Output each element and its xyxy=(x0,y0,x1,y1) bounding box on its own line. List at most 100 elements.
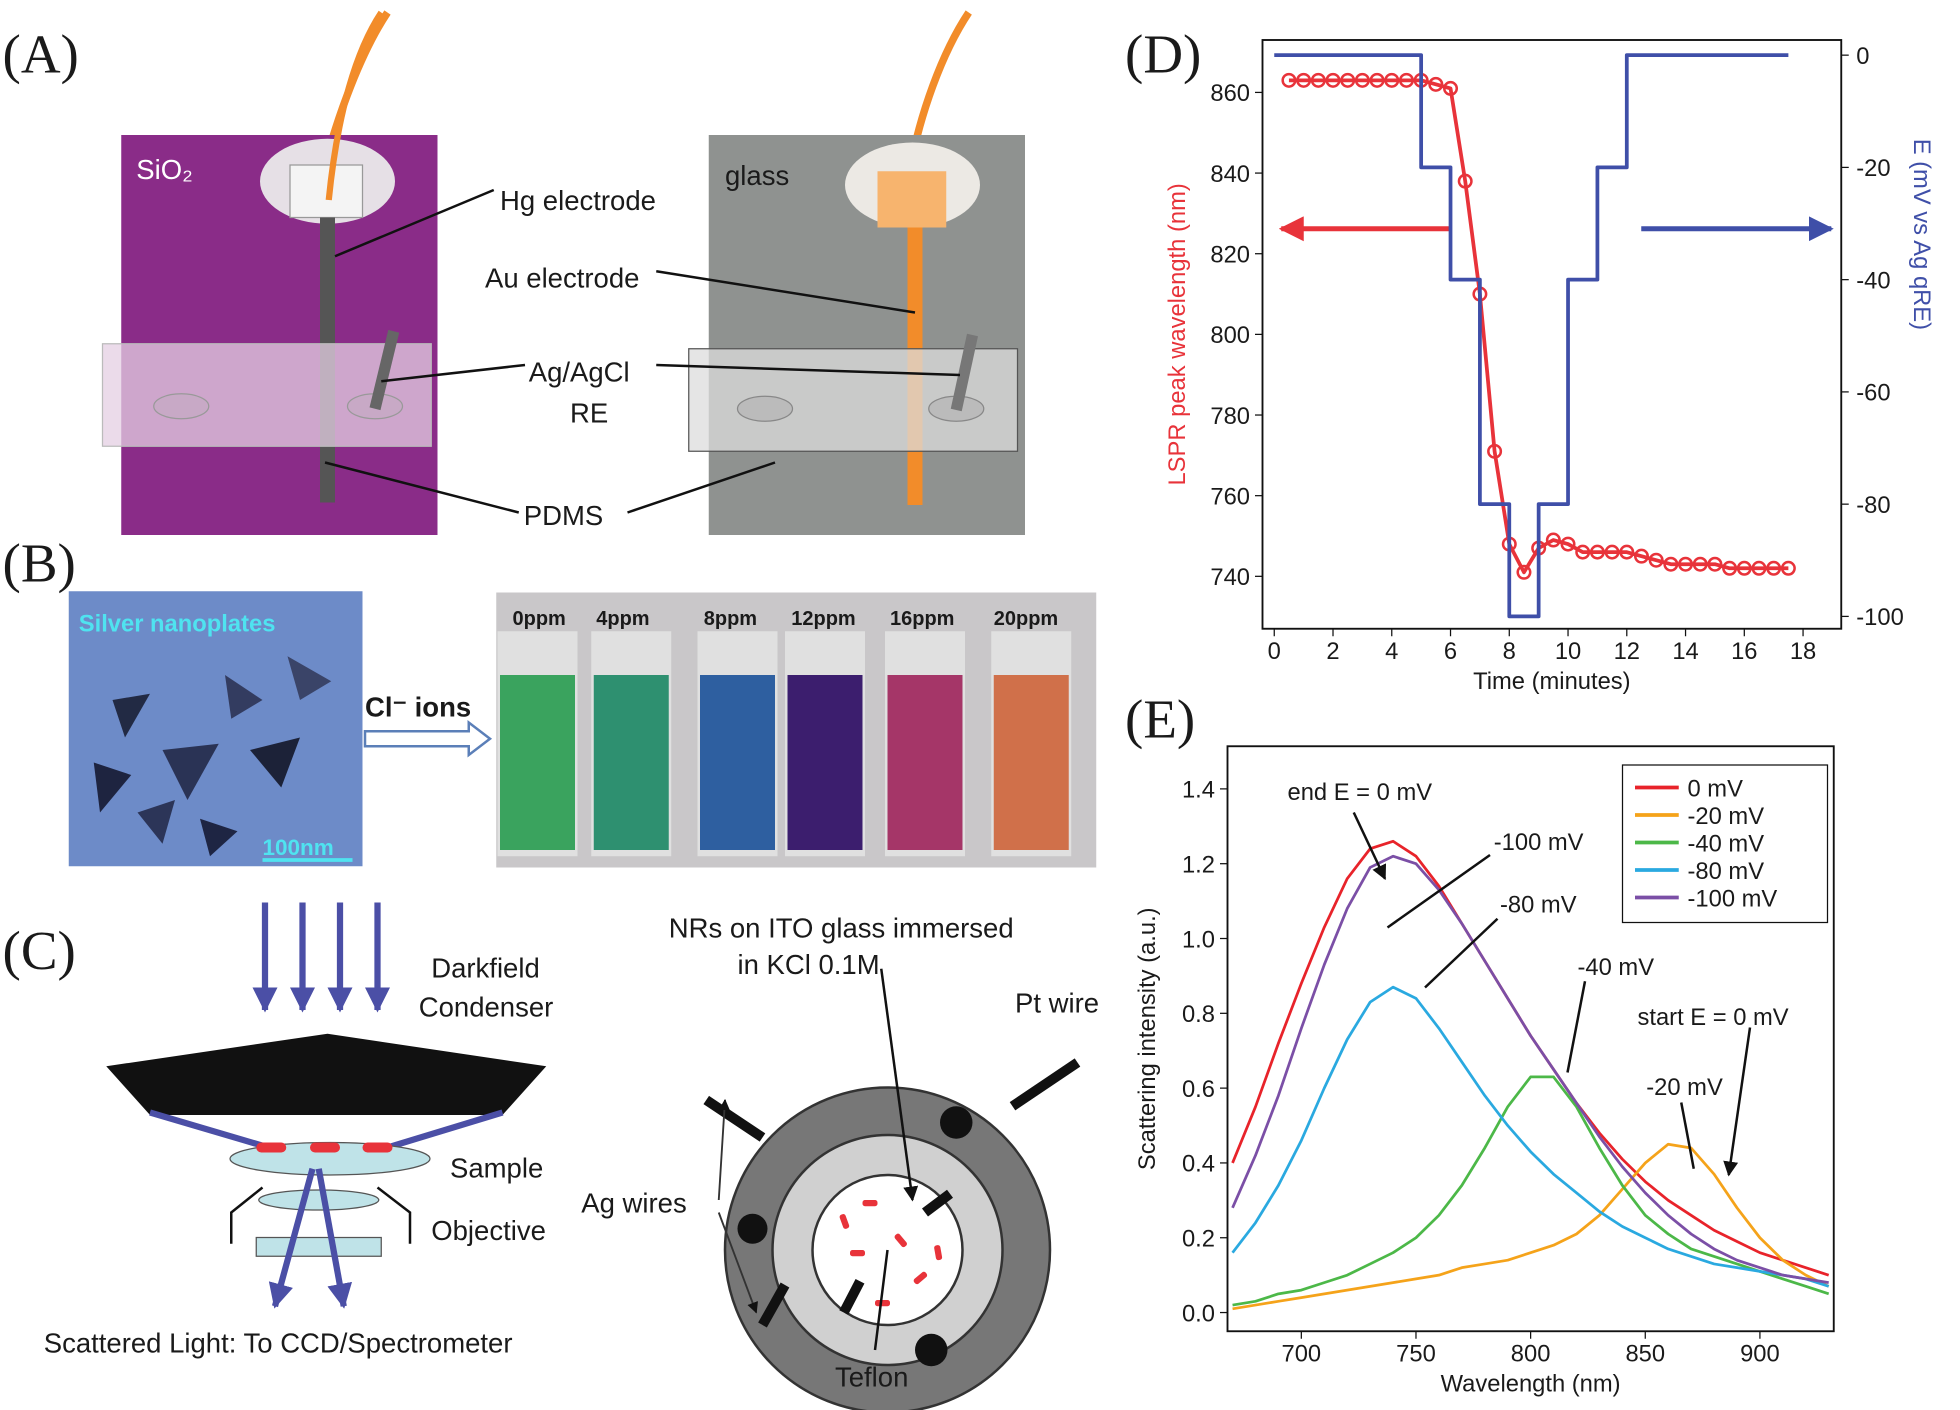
x-tick-label: 16 xyxy=(1731,638,1757,665)
data-point xyxy=(1619,544,1635,560)
data-point xyxy=(1428,76,1444,92)
vial-label: 20ppm xyxy=(994,608,1058,630)
panel-label: (D) xyxy=(1125,24,1201,85)
y-tick-label: 840 xyxy=(1210,161,1250,188)
panel-b: Silver nanoplates 100nm Cl⁻ ions 0ppm 4p… xyxy=(68,591,1097,868)
annotation: RE xyxy=(570,398,608,429)
data-point xyxy=(1707,556,1723,572)
vial-liquid xyxy=(787,675,863,850)
x-tick-label: 8 xyxy=(1503,638,1516,665)
data-point xyxy=(1545,532,1561,548)
data-point xyxy=(1457,173,1473,189)
y2-tick-label: -60 xyxy=(1856,380,1890,407)
vial-liquid xyxy=(993,675,1069,850)
series-line xyxy=(1231,854,1829,1284)
vial-liquid xyxy=(593,675,669,850)
data-point xyxy=(1736,560,1752,576)
series-line xyxy=(1232,1075,1830,1307)
legend-label: -80 mV xyxy=(1688,858,1765,885)
data-point xyxy=(1487,443,1503,459)
y-tick-label: 0.6 xyxy=(1182,1076,1215,1103)
annotation: Condenser xyxy=(419,991,554,1022)
data-point xyxy=(1780,560,1796,576)
panel-a: SiO₂ glass Hg electrode Au electrode Ag/… xyxy=(101,10,1025,535)
annotation: Sample xyxy=(450,1153,543,1184)
data-point xyxy=(1340,72,1356,88)
x-tick-label: 6 xyxy=(1444,638,1457,665)
series-line xyxy=(1231,985,1830,1288)
annotation: -20 mV xyxy=(1646,1074,1723,1101)
annotation: -100 mV xyxy=(1494,829,1584,856)
x-tick-label: 900 xyxy=(1740,1340,1780,1367)
annotation: Darkfield xyxy=(431,953,540,984)
y-tick-label: 0.8 xyxy=(1182,1001,1215,1028)
panel-c: Darkfield Condenser Sample Objective Sca… xyxy=(44,902,1099,1410)
y-tick-label: 0.2 xyxy=(1182,1225,1215,1252)
data-point xyxy=(1398,72,1414,88)
y-tick-label: 760 xyxy=(1210,483,1250,510)
annotations: end E = 0 mV -100 mV -80 mV -40 mV start… xyxy=(1288,779,1789,1177)
substrate-label: SiO₂ xyxy=(136,154,193,185)
data-point xyxy=(1310,72,1326,88)
data-point xyxy=(1443,80,1459,96)
annotation: Objective xyxy=(431,1215,546,1246)
legend-label: -20 mV xyxy=(1688,803,1765,830)
data-point xyxy=(1325,72,1341,88)
vial-label: 0ppm xyxy=(513,608,566,630)
image-label: Silver nanoplates xyxy=(79,610,276,637)
y2-tick-label: -80 xyxy=(1856,492,1890,519)
x-tick-label: 12 xyxy=(1614,638,1640,665)
annotation: Pt wire xyxy=(1015,988,1099,1019)
annotation: -40 mV xyxy=(1578,954,1655,981)
y-tick-label: 1.2 xyxy=(1182,851,1215,878)
annotation: NRs on ITO glass immersed xyxy=(669,913,1014,944)
data-point xyxy=(1722,560,1738,576)
panel-label: (E) xyxy=(1125,689,1195,750)
annotation: Teflon xyxy=(835,1361,908,1392)
data-point xyxy=(1663,556,1679,572)
substrate-label: glass xyxy=(725,160,789,191)
data-point xyxy=(1604,544,1620,560)
annotation: Ag/AgCl xyxy=(529,356,630,387)
legend-label: -40 mV xyxy=(1688,830,1765,857)
y-tick-label: 740 xyxy=(1210,564,1250,591)
y-axis-label: LSPR peak wavelength (nm) xyxy=(1164,183,1191,485)
series-line xyxy=(1288,78,1789,575)
annotation: in KCl 0.1M xyxy=(738,949,880,980)
y2-tick-label: -40 xyxy=(1856,267,1890,294)
x-axis-label: Time (minutes) xyxy=(1473,668,1630,695)
y-tick-label: 860 xyxy=(1210,80,1250,107)
x-tick-label: 18 xyxy=(1790,638,1816,665)
panel-label: (A) xyxy=(3,24,79,85)
series-line xyxy=(1274,53,1789,619)
data-point xyxy=(1281,72,1297,88)
annotation: Au electrode xyxy=(485,263,639,294)
y-tick-label: 820 xyxy=(1210,241,1250,268)
data-point xyxy=(1354,72,1370,88)
data-point xyxy=(1633,548,1649,564)
y-tick-label: 800 xyxy=(1210,322,1250,349)
series-line xyxy=(1232,1142,1830,1311)
data-point xyxy=(1751,560,1767,576)
annotation: end E = 0 mV xyxy=(1288,779,1433,806)
x-tick-label: 0 xyxy=(1268,638,1281,665)
data-point xyxy=(1589,544,1605,560)
vial-label: 12ppm xyxy=(791,608,855,630)
x-tick-label: 10 xyxy=(1555,638,1581,665)
y-axis-label: Scattering intensity (a.u.) xyxy=(1134,907,1161,1170)
y-tick-label: 0.0 xyxy=(1182,1300,1215,1327)
data-point xyxy=(1296,72,1312,88)
data-point xyxy=(1766,560,1782,576)
annotation: -80 mV xyxy=(1500,892,1577,919)
x-tick-label: 4 xyxy=(1385,638,1398,665)
y-tick-label: 1.0 xyxy=(1182,926,1215,953)
data-point xyxy=(1560,536,1576,552)
data-point xyxy=(1692,556,1708,572)
data-point xyxy=(1575,544,1591,560)
x-tick-label: 800 xyxy=(1511,1340,1551,1367)
annotation: Scattered Light: To CCD/Spectrometer xyxy=(44,1328,513,1359)
annotation: Ag wires xyxy=(581,1188,686,1219)
data-point xyxy=(1678,556,1694,572)
x-axis-label: Wavelength (nm) xyxy=(1441,1370,1621,1397)
arrow-label: Cl⁻ ions xyxy=(365,691,471,722)
